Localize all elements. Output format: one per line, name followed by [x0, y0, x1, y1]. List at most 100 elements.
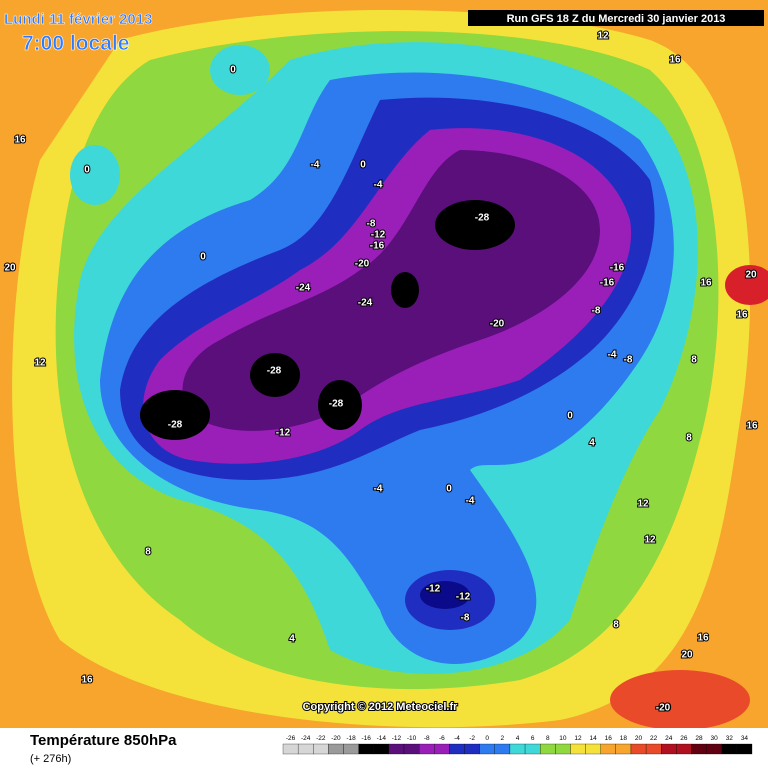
contour-label: 4	[589, 438, 595, 449]
contour-label: 12	[597, 31, 609, 42]
footer-title: Température 850hPa	[30, 732, 177, 749]
scale-tick-label: 18	[620, 735, 628, 742]
contour-label: 16	[746, 421, 758, 432]
scale-swatch	[282, 743, 299, 755]
scale-tick-label: 26	[680, 735, 688, 742]
temperature-field	[12, 10, 768, 730]
scale-tick-label: 8	[546, 735, 550, 742]
contour-label: 16	[81, 675, 93, 686]
copyright: Copyright © 2012 Meteociel.fr	[303, 701, 459, 713]
date: Lundi 11 février 2013	[4, 11, 152, 28]
contour-label: -12	[426, 584, 441, 595]
scale-swatch	[736, 743, 753, 755]
scale-tick-label: -4	[454, 735, 460, 742]
scale-tick-label: 0	[485, 735, 489, 742]
contour-label: -12	[371, 230, 386, 241]
scale-tick-label: -26	[286, 735, 296, 742]
scale-swatch	[691, 743, 707, 755]
scale-tick-label: -16	[362, 735, 372, 742]
scale-tick-label: 14	[590, 735, 598, 742]
scale-swatch	[721, 743, 738, 755]
scale-tick-label: -6	[439, 735, 445, 742]
scale-tick-label: -22	[316, 735, 326, 742]
scale-swatch	[585, 743, 601, 755]
footer-lead: (+ 276h)	[30, 753, 71, 765]
scale-swatch	[479, 743, 495, 755]
scale-swatch	[706, 743, 722, 755]
scale-swatch	[449, 743, 465, 755]
scale-swatch	[494, 743, 511, 755]
contour-label: 0	[230, 65, 236, 76]
contour-label: 16	[14, 135, 26, 146]
contour-label: 12	[637, 499, 649, 510]
scale-swatch	[419, 743, 435, 755]
contour-label: 4	[289, 634, 295, 645]
contour-label: 0	[200, 252, 206, 263]
scale-swatch	[388, 743, 405, 755]
contour-label: -4	[608, 350, 617, 361]
contour-label: -8	[624, 355, 633, 366]
scale-tick-label: -20	[331, 735, 341, 742]
scale-tick-label: 32	[726, 735, 734, 742]
contour-label: -24	[296, 283, 311, 294]
scale-swatch	[313, 743, 329, 755]
scale-swatch	[297, 743, 314, 755]
contour-label: 8	[145, 547, 151, 558]
contour-label: 0	[84, 165, 90, 176]
scale-swatch	[358, 743, 374, 755]
scale-tick-label: -8	[424, 735, 430, 742]
contour-label: 12	[34, 358, 46, 369]
scale-tick-label: 10	[559, 735, 567, 742]
run-box	[468, 10, 764, 26]
contour-label: -20	[490, 319, 505, 330]
scale-swatch	[509, 743, 526, 755]
contour-label: -16	[370, 241, 385, 252]
contour-label: 8	[691, 355, 697, 366]
scale-tick-label: 6	[531, 735, 535, 742]
scale-tick-label: 22	[650, 735, 658, 742]
scale-swatch	[661, 743, 677, 755]
contour-label: 12	[644, 535, 656, 546]
time: 7:00 locale	[22, 32, 129, 55]
contour-label: 16	[697, 633, 709, 644]
contour-label: -4	[311, 160, 320, 171]
contour-label: 8	[613, 620, 619, 631]
scale-tick-label: 4	[516, 735, 520, 742]
contour-label: -28	[329, 399, 344, 410]
contour-label: -28	[168, 420, 183, 431]
contour-label: 8	[686, 433, 692, 444]
contour-label: -4	[466, 496, 475, 507]
scale-swatch	[676, 743, 692, 755]
contour-label: -20	[355, 259, 370, 270]
scale-tick-label: 12	[574, 735, 582, 742]
contour-label: -4	[374, 180, 383, 191]
contour-label: -28	[267, 366, 282, 377]
contour-label: 16	[700, 278, 712, 289]
contour-label: 16	[669, 55, 681, 66]
contour-label: 20	[659, 703, 671, 714]
scale-tick-label: 24	[665, 735, 673, 742]
scale-swatch	[615, 743, 632, 755]
contour-label: -16	[610, 263, 625, 274]
scale-swatch	[343, 743, 359, 755]
contour-label: -24	[358, 298, 373, 309]
contour-label: -8	[592, 306, 601, 317]
scale-tick-label: -2	[469, 735, 475, 742]
scale-tick-label: -24	[301, 735, 311, 742]
scale-tick-label: 30	[711, 735, 719, 742]
contour-label: 0	[567, 411, 573, 422]
contour-label: 20	[681, 650, 693, 661]
contour-label: -12	[456, 592, 471, 603]
scale-swatch	[645, 743, 662, 755]
contour-label: 16	[736, 310, 748, 321]
scale-tick-label: 28	[695, 735, 703, 742]
scale-swatch	[540, 743, 556, 755]
scale-tick-label: 20	[635, 735, 643, 742]
contour-label: -28	[475, 213, 490, 224]
scale-swatch	[555, 743, 571, 755]
scale-tick-label: -12	[392, 735, 402, 742]
contour-label: -20	[656, 703, 671, 714]
scale-tick-label: -18	[346, 735, 356, 742]
